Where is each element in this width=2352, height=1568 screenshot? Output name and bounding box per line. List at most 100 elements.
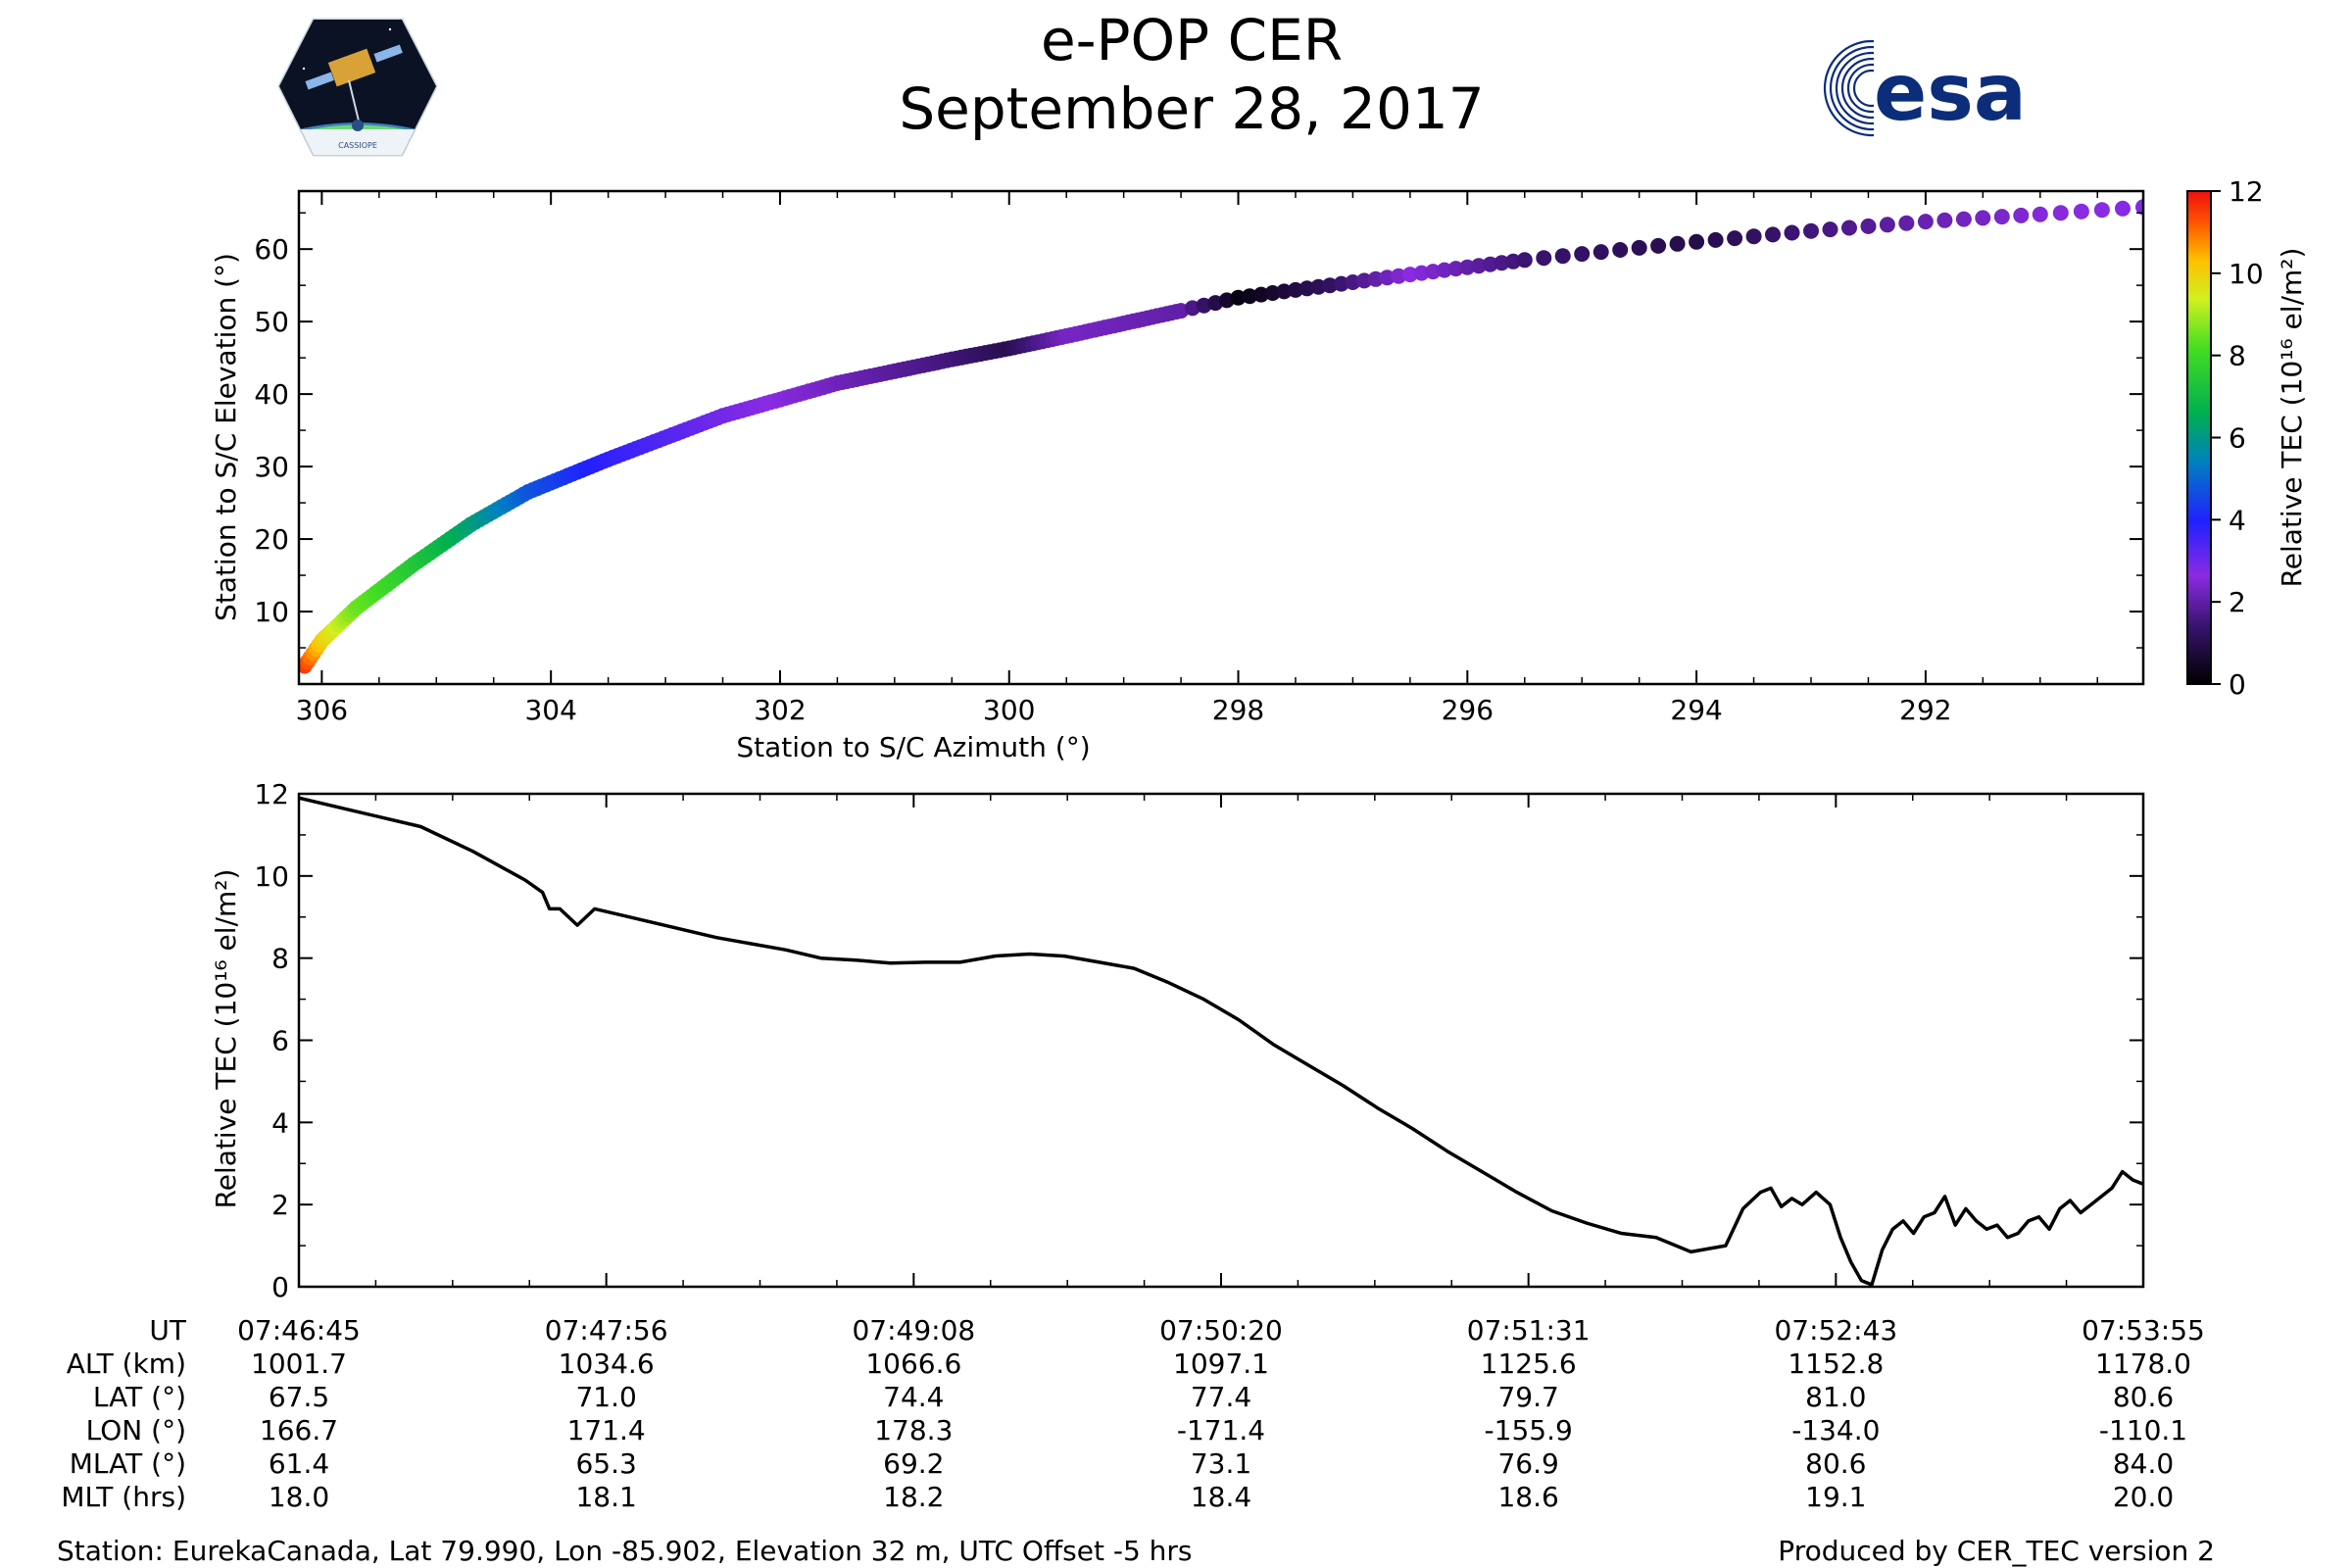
y-tick-label: 30 [254,451,289,483]
track-point [1612,242,1629,258]
orbit-cell: 18.2 [883,1481,944,1513]
track-point [1401,267,1418,283]
orbit-cell: 67.5 [269,1381,329,1413]
orbit-cell: 07:47:56 [545,1314,668,1347]
x-tick-label: 292 [1899,694,1951,726]
track-point [1536,250,1552,267]
track-point [1745,228,1762,245]
track-point [1356,272,1373,289]
track-point [1955,211,1972,227]
track-point [1917,214,1934,230]
orbit-cell: 07:53:55 [2082,1314,2205,1347]
x-tick-label: 298 [1212,694,1264,726]
track-point [1936,212,1953,228]
track-point [1765,226,1781,243]
station-info: Station: EurekaCanada, Lat 79.990, Lon -… [57,1535,1193,1567]
orbit-cell: 1178.0 [2095,1348,2191,1380]
x-tick-label: 302 [754,694,806,726]
tec-y-tick-label: 6 [271,1025,289,1057]
track-point [1631,239,1647,256]
track-point [1707,231,1724,248]
track-point [1822,221,1838,238]
track-point [2013,207,2030,223]
track-point [1669,235,1686,252]
scatter-frame [297,189,2145,686]
track-point [1689,233,1705,250]
tec-y-tick-label: 0 [271,1271,289,1303]
track-point [1379,270,1396,286]
track-point [1288,281,1303,298]
colorbar: 0 2 4 6 8 10 12 Relative TEC (10¹⁶ el/m²) [2186,175,2308,701]
orbit-cell: 77.4 [1191,1381,1251,1413]
track-point [1252,286,1269,303]
y-tick-label: 40 [254,378,289,411]
track-point [1494,255,1510,271]
colorbar-tick-label: 8 [2229,340,2246,372]
chart-title-line1: e-POP CER [1040,7,1344,74]
track-point [1803,222,1819,239]
track-point [1391,268,1407,284]
track-point [2052,205,2069,221]
orbit-cell: 166.7 [260,1414,338,1446]
orbit-cell: 18.1 [575,1481,636,1513]
x-tick-label: 300 [983,694,1035,726]
orbit-cell: -171.4 [1177,1414,1265,1446]
track-point [1447,261,1464,277]
tec-y-tick-label: 4 [271,1106,289,1139]
track-point [1345,274,1361,290]
track-point [1879,217,1895,233]
orbit-cell: 71.0 [575,1381,636,1413]
orbit-row-label: UT [149,1314,186,1347]
x-tick-label: 304 [524,694,576,726]
cassiope-logo: CASSIOPE [277,18,438,157]
colorbar-tick-label: 4 [2229,504,2246,536]
scatter-panel: 306 304 302 300 298 296 294 292 10 20 30 40 50 60 Sta… [210,189,2145,763]
track-point [1554,248,1571,265]
colorbar-tick-label: 12 [2229,175,2264,208]
orbit-cell: 76.9 [1497,1447,1558,1480]
orbit-cell: 1034.6 [559,1348,655,1380]
orbit-cell: 80.6 [1805,1447,1866,1480]
track-point [1727,230,1743,247]
orbit-cell: 69.2 [883,1447,944,1480]
track-point [1310,278,1327,295]
track-point [2115,200,2131,217]
track-point [1993,209,2010,225]
tec-line-panel: 0 2 4 6 8 10 12 Relative TEC (10¹⁶ el/m²) [210,778,2145,1303]
orbit-cell: 80.6 [2113,1381,2174,1413]
orbit-cell: 65.3 [575,1447,636,1480]
x-tick-label: 296 [1442,694,1494,726]
track-point [1592,244,1609,261]
esa-wordmark: esa [1874,47,2027,138]
orbit-cell: 20.0 [2113,1481,2174,1513]
orbit-row-label: ALT (km) [67,1348,186,1380]
scatter-x-axis-label: Station to S/C Azimuth (°) [736,731,1090,763]
track-point [1574,246,1591,263]
track-point [1242,288,1258,305]
cassiope-logo-text: CASSIOPE [338,141,377,150]
orbit-cell: -134.0 [1791,1414,1880,1446]
track-point [1975,210,1991,226]
orbit-cell: 81.0 [1805,1381,1866,1413]
track-point [1436,262,1452,278]
tec-series-line [299,796,2143,1287]
track-point [1482,256,1498,272]
track-point [2093,202,2110,219]
colorbar-label: Relative TEC (10¹⁶ el/m²) [2276,248,2308,588]
orbit-cell: -110.1 [2099,1414,2187,1446]
orbit-cell: 84.0 [2113,1447,2174,1480]
track-point [1264,285,1281,301]
orbit-cell: 1152.8 [1788,1348,1884,1380]
y-tick-label: 20 [254,523,289,556]
scatter-y-axis-label: Station to S/C Elevation (°) [210,253,242,621]
colorbar-tick-label: 2 [2229,586,2246,618]
colorbar-tick-label: 0 [2229,668,2246,701]
track-point [1413,265,1430,281]
esa-logo: esa [1823,37,2027,139]
track-point [1276,283,1293,300]
tec-y-tick-label: 2 [271,1189,289,1221]
track-point [1516,252,1533,269]
track-point [1459,259,1476,275]
chart-title-line2: September 28, 2017 [899,75,1485,142]
